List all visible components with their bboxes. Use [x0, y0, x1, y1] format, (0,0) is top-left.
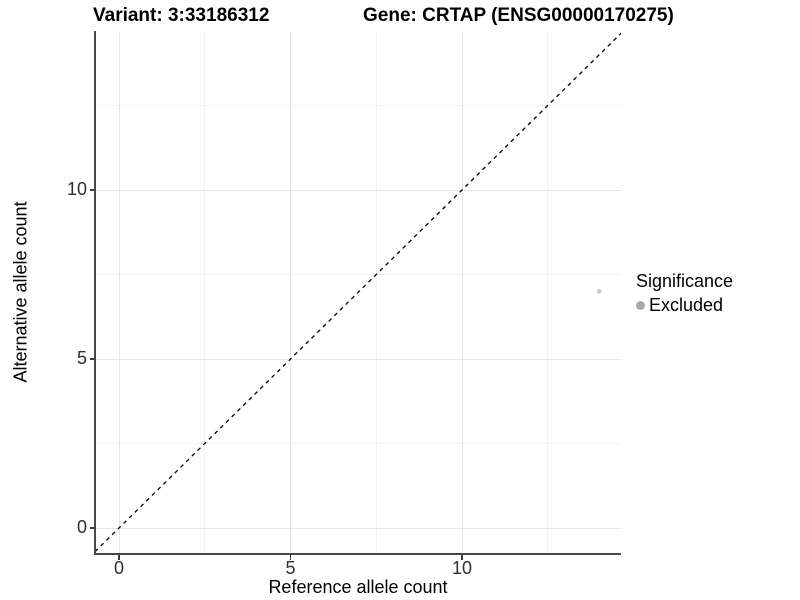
x-tick-mark [461, 555, 463, 560]
x-axis-title: Reference allele count [268, 577, 448, 597]
legend-entry-label: Excluded [649, 295, 724, 315]
legend-title: Significance [636, 271, 734, 291]
plot-layer [96, 32, 621, 552]
y-tick-label: 5 [76, 348, 87, 369]
legend-point-icon [636, 301, 645, 310]
plot-panel [96, 31, 621, 553]
gridline-minor-v [547, 31, 549, 553]
gridline-minor-v [375, 31, 377, 553]
legend: Significance Excluded [636, 271, 733, 316]
y-axis-title: Alternative allele count [10, 201, 31, 383]
gridline-major-h [96, 527, 621, 529]
gridline-major-h [96, 189, 621, 191]
y-tick-label: 10 [66, 179, 87, 200]
y-tick-label: 0 [76, 517, 87, 538]
x-tick-label: 0 [113, 558, 125, 578]
gridline-major-v [461, 31, 463, 553]
y-tick-mark [89, 358, 94, 360]
legend-entry-excluded: Excluded [636, 295, 733, 316]
gridline-minor-h [96, 443, 621, 444]
x-tick-mark [118, 555, 120, 560]
variant-title: Variant: 3:33186312 [93, 5, 270, 26]
identity-line [96, 32, 621, 552]
y-tick-mark [89, 189, 94, 191]
x-tick-mark [289, 555, 292, 560]
gridline-major-v [290, 31, 291, 553]
x-tick-label: 5 [285, 558, 296, 578]
gridline-minor-v [204, 31, 206, 553]
data-point-excluded [596, 289, 602, 294]
gridline-major-h [96, 358, 621, 360]
y-tick-mark [89, 527, 94, 529]
x-axis-line [94, 553, 621, 555]
x-tick-label: 10 [451, 558, 473, 578]
gene-title: Gene: CRTAP (ENSG00000170275) [363, 5, 674, 26]
gridline-minor-h [96, 105, 621, 106]
gridline-major-v [118, 31, 120, 553]
gridline-minor-h [96, 274, 621, 275]
y-axis-line [94, 31, 96, 555]
